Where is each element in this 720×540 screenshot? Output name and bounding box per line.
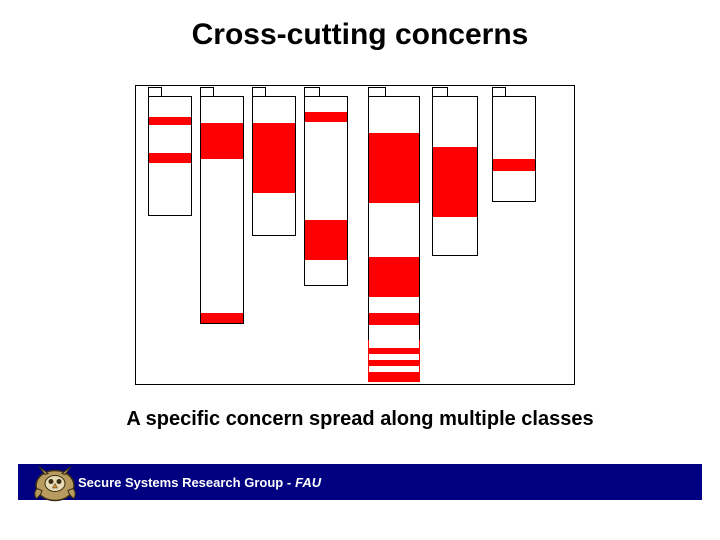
- module-tab: [304, 87, 320, 97]
- module-tab: [200, 87, 214, 97]
- module-tab: [252, 87, 266, 97]
- slide-subtitle: A specific concern spread along multiple…: [0, 408, 720, 431]
- module: [492, 96, 536, 202]
- concern-stripe: [149, 117, 191, 125]
- module-tab: [432, 87, 448, 97]
- concern-stripe: [433, 147, 477, 217]
- concern-stripe: [369, 257, 419, 297]
- footer-bar: Secure Systems Research Group - FAU: [18, 464, 702, 500]
- concern-stripe: [201, 313, 243, 323]
- crosscutting-diagram: [135, 85, 575, 385]
- module-tab: [368, 87, 386, 97]
- concern-stripe: [369, 366, 419, 372]
- module: [200, 96, 244, 324]
- module: [368, 96, 420, 364]
- module-tab: [148, 87, 162, 97]
- concern-stripe: [369, 354, 419, 360]
- slide-title: Cross-cutting concerns: [0, 18, 720, 52]
- module: [304, 96, 348, 286]
- module: [148, 96, 192, 216]
- concern-stripe: [369, 133, 419, 203]
- module-tab: [492, 87, 506, 97]
- concern-stripe: [493, 159, 535, 171]
- module: [252, 96, 296, 236]
- concern-stripe: [305, 112, 347, 122]
- concern-stripe: [369, 313, 419, 325]
- module: [432, 96, 478, 256]
- concern-stripe: [253, 123, 295, 193]
- concern-stripe: [149, 153, 191, 163]
- concern-stripe: [305, 220, 347, 260]
- footer-group-label: Secure Systems Research Group -: [78, 475, 291, 490]
- concern-stripe: [201, 123, 243, 159]
- footer-org: FAU: [295, 475, 321, 490]
- fau-owl-logo: [30, 460, 80, 506]
- concern-stripe: [369, 340, 419, 348]
